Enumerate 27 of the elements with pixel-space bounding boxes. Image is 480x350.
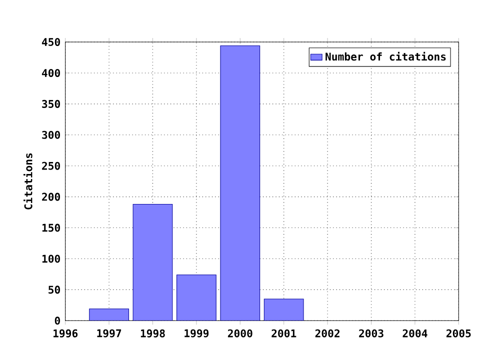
y-tick-label: 450 xyxy=(42,38,60,46)
y-axis-title: Citations xyxy=(24,153,32,210)
x-tick-label: 2005 xyxy=(446,329,471,338)
y-tick-label: 350 xyxy=(42,100,60,108)
x-tick-label: 2000 xyxy=(228,329,252,338)
bar xyxy=(176,274,216,321)
x-tick-label: 2002 xyxy=(315,329,340,338)
y-tick-label: 100 xyxy=(42,254,60,263)
x-tick-label: 2004 xyxy=(402,329,428,338)
x-tick-label: 2003 xyxy=(359,329,384,338)
x-tick-label: 1996 xyxy=(54,329,78,338)
x-tick-label: 2001 xyxy=(272,329,296,338)
bar xyxy=(220,45,260,321)
x-tick-label: 1999 xyxy=(184,329,209,338)
y-tick-label: 150 xyxy=(42,224,60,232)
y-tick-label: 50 xyxy=(48,286,60,294)
y-tick-label: 250 xyxy=(42,162,60,170)
y-tick-label: 200 xyxy=(42,192,60,201)
y-tick-label: 0 xyxy=(54,316,60,325)
x-tick-label: 1997 xyxy=(97,329,122,338)
bar xyxy=(89,308,129,321)
y-tick-label: 300 xyxy=(42,130,60,139)
legend-label: Number of citations xyxy=(326,52,446,61)
x-tick-label: 1998 xyxy=(140,329,165,338)
bar xyxy=(264,298,304,321)
bar xyxy=(132,204,173,321)
y-tick-label: 400 xyxy=(42,68,60,77)
